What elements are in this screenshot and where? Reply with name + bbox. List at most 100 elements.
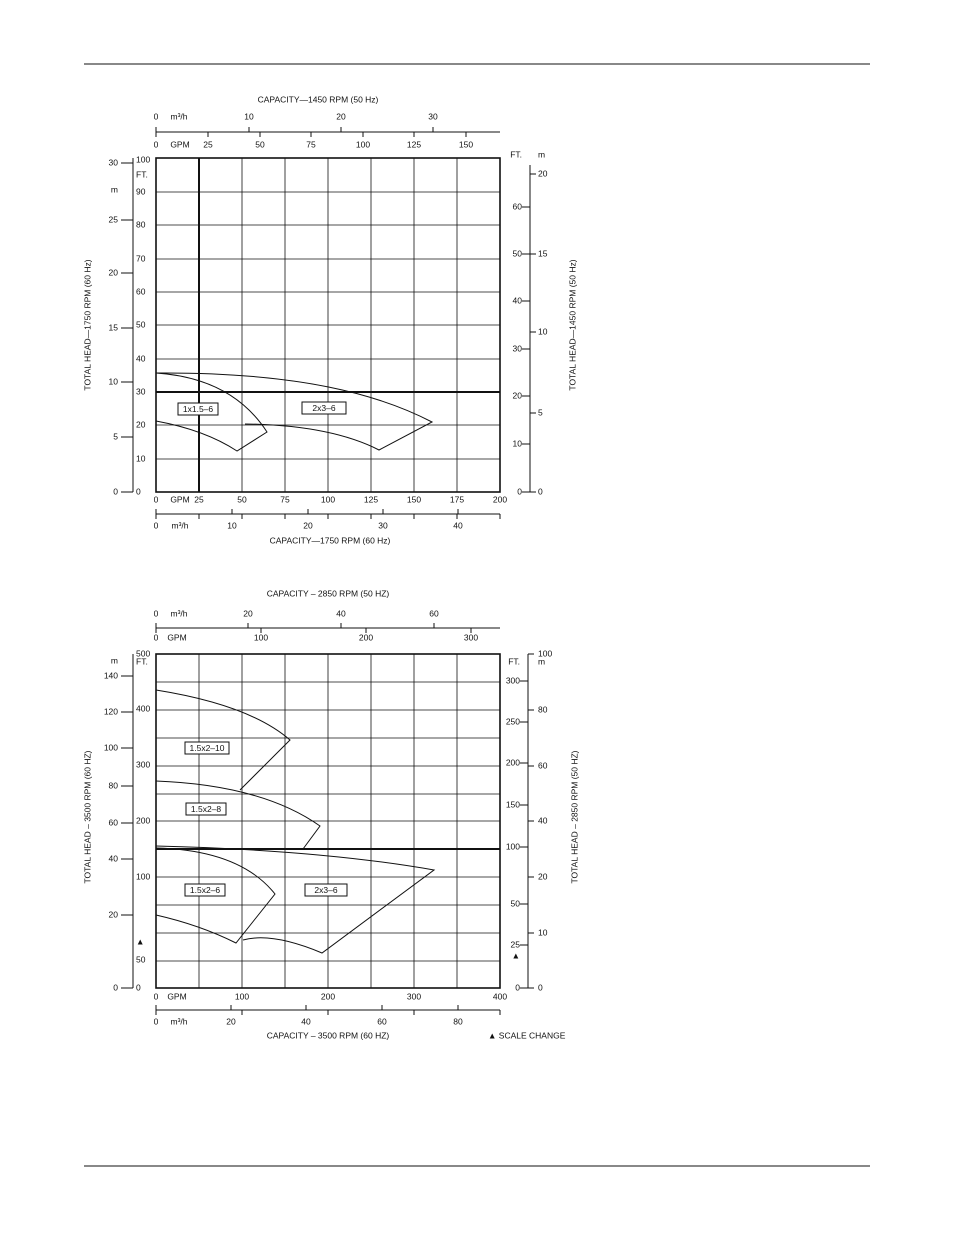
tick-label: 0 (154, 111, 159, 121)
tick-label: m (538, 149, 545, 159)
tick-label: 100 (538, 648, 552, 658)
tick-label: 40 (453, 520, 463, 530)
tick-label: 0 (113, 982, 118, 992)
tick-label: 100 (104, 742, 118, 752)
tick-label: 0 (154, 1016, 159, 1026)
tick-label: 40 (538, 815, 548, 825)
model-box (304, 883, 348, 897)
tick-label: 20 (243, 608, 253, 618)
tick-label: 20 (513, 390, 523, 400)
tick-label: 30 (136, 386, 146, 396)
tick-label: 20 (538, 168, 548, 178)
tick-label: 150 (459, 139, 473, 149)
tick-label: FT. (508, 656, 520, 666)
tick-label: 300 (506, 675, 520, 685)
tick-label: 40 (513, 295, 523, 305)
tick-label: 175 (450, 494, 464, 504)
tick-label: m (538, 656, 545, 666)
tick-label: 15 (538, 248, 548, 258)
axis-title: CAPACITY – 2850 RPM (50 HZ) (267, 588, 390, 598)
tick-label: 40 (336, 608, 346, 618)
tick-label: 0 (154, 494, 159, 504)
tick-label: 60 (136, 286, 146, 296)
tick-label: 50 (511, 898, 521, 908)
tick-label: 400 (493, 991, 507, 1001)
tick-label: 5 (538, 407, 543, 417)
coverage-curve (155, 689, 291, 791)
tick-label: 100 (254, 632, 268, 642)
tick-label: 30 (428, 111, 438, 121)
model-box (184, 883, 226, 897)
axis-title: CAPACITY—1450 RPM (50 Hz) (258, 94, 379, 104)
tick-label: FT. (136, 169, 148, 179)
coverage-curve (155, 847, 276, 944)
model-label: 2x3–6 (312, 403, 335, 413)
tick-label: 30 (378, 520, 388, 530)
tick-label: 50 (136, 319, 146, 329)
tick-label: 200 (136, 815, 150, 825)
tick-label: 60 (429, 608, 439, 618)
tick-label: 20 (336, 111, 346, 121)
tick-label: 500 (136, 648, 150, 658)
tick-label: 0 (517, 486, 522, 496)
tick-label: 10 (136, 453, 146, 463)
tick-label: 50 (237, 494, 247, 504)
tick-label: m³/h (171, 111, 188, 121)
tick-label: 60 (513, 201, 523, 211)
tick-label: 20 (538, 871, 548, 881)
tick-label: 50 (255, 139, 265, 149)
tick-label: 0 (113, 486, 118, 496)
tick-label: 25 (203, 139, 213, 149)
tick-label: FT. (136, 656, 148, 666)
tick-label: 30 (513, 343, 523, 353)
plot-frame (155, 157, 501, 493)
tick-label: 125 (364, 494, 378, 504)
axis-title: TOTAL HEAD – 2850 RPM (50 HZ) (569, 750, 579, 883)
tick-label: 80 (453, 1016, 463, 1026)
tick-label: GPM (170, 139, 189, 149)
model-label: 1.5x2–10 (190, 743, 225, 753)
tick-label: 40 (301, 1016, 311, 1026)
tick-label: 200 (493, 494, 507, 504)
coverage-curve (155, 780, 321, 850)
tick-label: 120 (104, 706, 118, 716)
tick-label: 30 (109, 157, 119, 167)
tick-label: 90 (136, 186, 146, 196)
tick-label: 15 (109, 322, 119, 332)
tick-label: 75 (306, 139, 316, 149)
tick-label: 80 (538, 704, 548, 714)
tick-label: 100 (136, 154, 150, 164)
tick-label: 60 (109, 817, 119, 827)
tick-label: 150 (506, 799, 520, 809)
model-box (185, 802, 227, 816)
tick-label: 20 (136, 419, 146, 429)
tick-label: ▲ (136, 936, 144, 946)
tick-label: 0 (154, 139, 159, 149)
tick-label: 100 (136, 871, 150, 881)
tick-label: 0 (154, 608, 159, 618)
tick-label: 300 (136, 759, 150, 769)
tick-label: FT. (510, 149, 522, 159)
tick-label: 0 (154, 991, 159, 1001)
model-box (301, 401, 347, 415)
tick-label: 5 (113, 431, 118, 441)
tick-label: 0 (538, 982, 543, 992)
tick-label: 200 (359, 632, 373, 642)
tick-label: 100 (235, 991, 249, 1001)
tick-label: 0 (154, 632, 159, 642)
tick-label: 300 (464, 632, 478, 642)
axis-title: CAPACITY—1750 RPM (60 Hz) (270, 535, 391, 545)
axis-title: TOTAL HEAD—1450 RPM (50 Hz) (567, 259, 577, 390)
tick-label: 60 (538, 760, 548, 770)
tick-label: 25 (511, 939, 521, 949)
model-label: 2x3–6 (314, 885, 337, 895)
tick-label: 50 (513, 248, 523, 258)
tick-label: 0 (515, 982, 520, 992)
tick-label: 140 (104, 670, 118, 680)
model-box (177, 402, 219, 416)
tick-label: 20 (109, 267, 119, 277)
tick-label: 20 (226, 1016, 236, 1026)
tick-label: 10 (227, 520, 237, 530)
tick-label: 10 (538, 326, 548, 336)
